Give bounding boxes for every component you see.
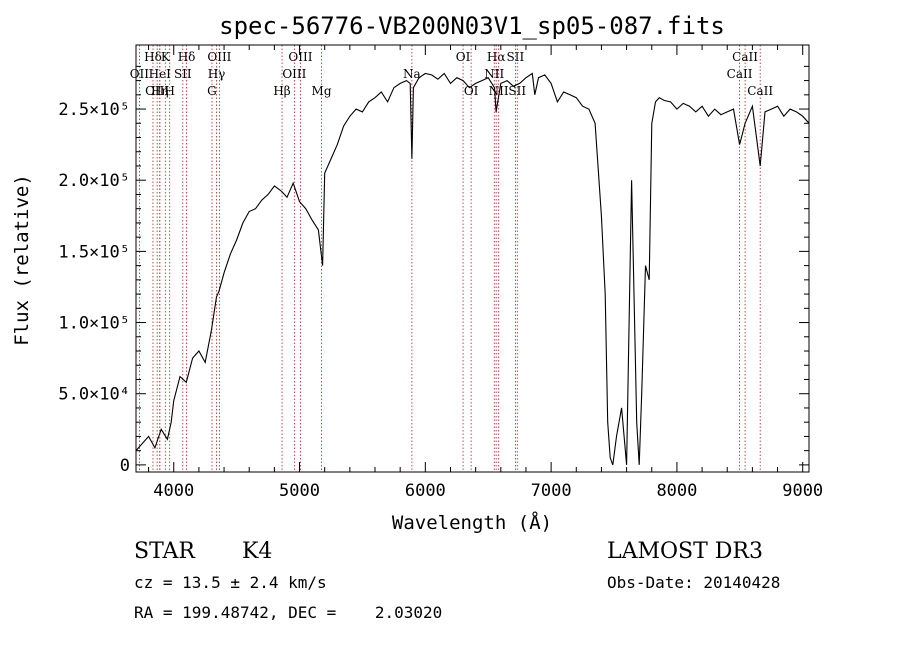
sky-coordinates: RA = 199.48742, DEC = 2.03020 [134, 603, 443, 622]
x-tick-label: 7000 [531, 481, 572, 501]
spectral-line-label: OI [456, 50, 471, 64]
observation-date: Obs-Date: 20140428 [607, 573, 781, 592]
spectral-line-label: G [207, 84, 217, 98]
spectral-line-label: OIII [282, 67, 306, 81]
spectral-line-label: CaII [732, 50, 758, 64]
object-subclass: K4 [242, 539, 273, 564]
spectral-line-label: Mg [312, 84, 332, 98]
spectrum-chart: spec-56776-VB200N03V1_sp05-087.fits Hδ OI… [11, 12, 823, 534]
spectral-line-label: OIII [207, 50, 231, 64]
spectral-line-label: NII [484, 67, 504, 81]
spectral-line-label: SII [174, 67, 192, 81]
axis-ticks: 4000 5000 6000 7000 8000 9000 0 5.0×10⁴ 1.0×10⁵ 1… [58, 45, 823, 501]
chart-title: spec-56776-VB200N03V1_sp05-087.fits [219, 12, 725, 40]
spectral-line-label: SII [507, 50, 525, 64]
spectral-line-label: CaII [747, 84, 773, 98]
spectral-line-label: SII [508, 84, 526, 98]
survey-name: LAMOST DR3 [607, 539, 763, 564]
x-tick-label: 8000 [656, 481, 697, 501]
x-tick-label: 4000 [153, 481, 194, 501]
spectral-line-label: OI [464, 84, 479, 98]
spectral-line-label: Hδ [178, 50, 196, 64]
spectral-line-label: OIII [288, 50, 312, 64]
y-tick-label: 0 [120, 456, 130, 476]
redshift-velocity: cz = 13.5 ± 2.4 km/s [134, 573, 327, 592]
spectral-line-label: Hα [487, 50, 506, 64]
y-tick-label: 1.5×10⁵ [58, 242, 130, 262]
x-tick-label: 5000 [279, 481, 320, 501]
spectral-line-label: Hγ [208, 67, 226, 81]
spectral-line-label: K [161, 50, 171, 64]
spectral-line-label: CaII [727, 67, 753, 81]
object-class: STAR [134, 539, 195, 564]
spectral-line-label: Na [403, 67, 421, 81]
spectrum-series-line [135, 72, 810, 466]
spectral-line-label: Hδ [144, 50, 162, 64]
spectral-line-label: Hη [151, 84, 169, 98]
spectral-line-label: OII [130, 67, 150, 81]
plot-frame [135, 44, 810, 473]
spectral-line-label: OIII [145, 84, 169, 98]
spectral-line-label: H [164, 84, 174, 98]
spectral-line-label: Hβ [273, 84, 290, 98]
x-tick-label: 6000 [405, 481, 446, 501]
y-tick-label: 5.0×10⁴ [58, 385, 130, 405]
y-axis-label: Flux (relative) [11, 174, 33, 346]
y-tick-label: 2.5×10⁵ [58, 100, 130, 120]
y-tick-label: 2.0×10⁵ [58, 171, 130, 191]
x-tick-label: 9000 [782, 481, 823, 501]
y-tick-label: 1.0×10⁵ [58, 314, 130, 334]
x-axis-label: Wavelength (Å) [392, 511, 552, 534]
